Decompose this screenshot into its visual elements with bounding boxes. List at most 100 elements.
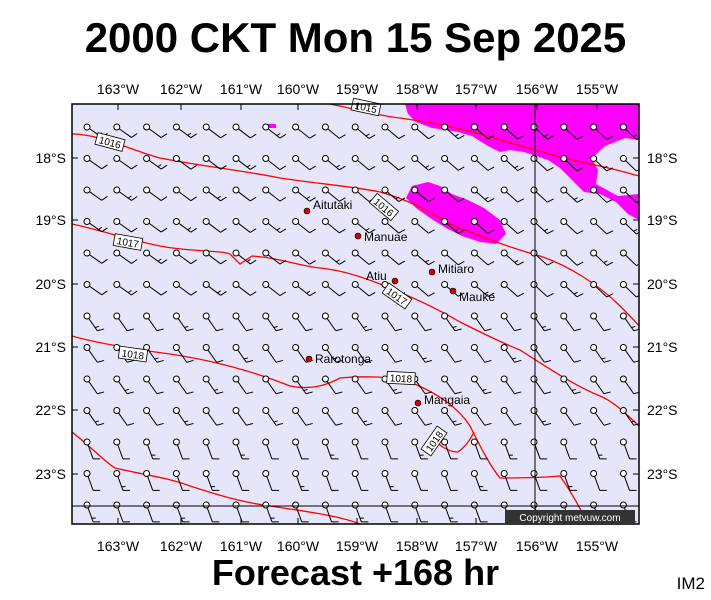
wind-barb [500,375,522,395]
wind-barb [381,155,406,171]
wind-barb [321,123,346,139]
wind-barb [381,344,403,363]
wind-barb [619,438,637,460]
wind-barb [172,249,197,265]
wind-barb [619,123,639,140]
wind-barb [560,344,582,363]
wind-barb [113,249,138,264]
wind-barb [441,470,458,491]
wind-barb [560,123,584,140]
wind-barb [590,344,611,363]
wind-barb [619,312,639,332]
wind-barb [590,407,611,426]
svg-text:1018: 1018 [390,373,413,385]
wind-barb [232,155,257,170]
wind-barb [143,155,168,170]
wind-barb [411,438,428,460]
wind-barb [202,312,224,332]
wind-barb [202,155,227,170]
wind-barb [381,407,403,426]
place-marker-atiu [391,277,399,285]
wind-barb [262,312,284,332]
wind-barb [202,438,220,460]
lat-label-right: 22°S [647,402,678,418]
lon-label-bottom: 156°W [516,538,559,554]
wind-barb [411,281,435,297]
wind-barb [143,375,164,395]
wind-barb [560,407,582,426]
wind-barb [351,123,376,139]
lon-label-top: 159°W [336,81,379,97]
wind-barb [321,438,339,460]
wind-barb [143,438,160,460]
wind-barb [202,186,227,202]
wind-barb [202,470,220,491]
wind-barb [619,470,637,491]
wind-barb [441,249,465,266]
wind-barb [500,312,522,332]
wind-barb [411,123,435,140]
wind-barb [232,407,254,426]
wind-barb [172,344,194,363]
rain-area [268,104,639,244]
wind-barb [202,123,227,139]
lon-label-bottom: 161°W [220,538,263,554]
place-marker-manuae [354,232,362,240]
forecast-label: Forecast +168 hr [211,552,500,593]
axis-ticks: 163°W 163°W 162°W 162°W 161°W 161°W 160°W 160°W… [35,81,677,554]
lon-label-bottom: 162°W [160,538,203,554]
wind-barb [232,249,257,265]
wind-barb [321,344,343,363]
wind-barb [441,438,458,460]
wind-barb [560,312,582,332]
wind-barb [590,312,611,332]
place-marker-mauke [449,287,457,295]
wind-barb [232,186,257,202]
wind-barb [560,218,584,235]
wind-barb [500,123,524,140]
place-label-mauke: Mauke [459,290,495,304]
wind-barb [262,218,287,234]
wind-barb [232,312,254,332]
wind-barb [143,281,168,296]
place-label-mangaia: Mangaia [424,393,470,407]
wind-barb [411,344,433,363]
wind-barb [351,470,369,491]
wind-barb [500,186,524,203]
wind-barb [590,155,614,172]
wind-barb [232,123,257,139]
lon-label-bottom: 159°W [336,538,379,554]
wind-barb [321,249,346,265]
page-title: 2000 CKT Mon 15 Sep 2025 [84,14,627,61]
wind-barb [351,281,376,297]
wind-barb [441,123,465,140]
wind-barb [292,123,316,139]
wind-barb [262,186,287,202]
wind-barb [441,407,462,426]
wind-barb [500,155,524,171]
wind-barb [560,281,584,298]
svg-text:1017: 1017 [116,236,140,251]
place-label-manuae: Manuae [364,230,408,244]
wind-barb [113,470,130,491]
lon-label-top: 155°W [576,81,619,97]
wind-barb [262,375,284,395]
wind-barb [172,281,197,296]
wind-barb [351,438,369,460]
wind-barb [202,407,224,426]
wind-barb [232,438,250,460]
wind-barb [321,218,346,234]
wind-barb [202,281,227,296]
wind-barb [470,344,492,363]
wind-barb [83,438,101,460]
wind-barb [441,155,465,171]
lon-label-bottom: 157°W [455,538,498,554]
wind-barb [202,218,227,233]
wind-barb [83,344,105,363]
wind-barb [292,344,313,363]
wind-barb [172,123,197,139]
wind-barb [172,186,197,202]
wind-barb [232,375,254,395]
lat-label-right: 20°S [647,276,678,292]
lon-label-top: 161°W [220,81,263,97]
